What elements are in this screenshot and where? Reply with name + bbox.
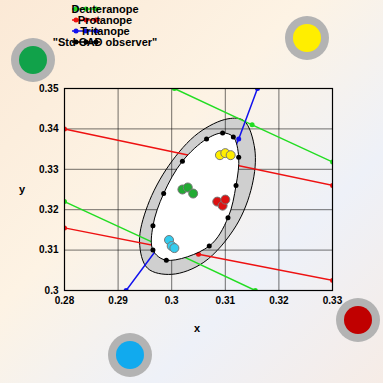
svg-text:0.33: 0.33 xyxy=(39,164,59,175)
svg-text:Deuteranope: Deuteranope xyxy=(71,3,139,15)
svg-text:0.31: 0.31 xyxy=(216,295,236,306)
svg-text:0.32: 0.32 xyxy=(39,204,59,215)
svg-text:0.3: 0.3 xyxy=(165,295,179,306)
svg-text:0.32: 0.32 xyxy=(269,295,289,306)
svg-text:Protanope: Protanope xyxy=(77,14,133,26)
svg-text:0.33: 0.33 xyxy=(323,295,343,306)
svg-text:0.29: 0.29 xyxy=(108,295,128,306)
svg-text:0.31: 0.31 xyxy=(39,244,59,255)
svg-text:x: x xyxy=(194,322,201,334)
svg-text:Tritanope: Tritanope xyxy=(80,25,130,37)
svg-text:0.3: 0.3 xyxy=(44,284,59,296)
svg-text:0.28: 0.28 xyxy=(55,295,75,306)
svg-text:0.35: 0.35 xyxy=(39,83,59,94)
svg-text:"Std CAD observer": "Std CAD observer" xyxy=(53,36,158,48)
svg-text:y: y xyxy=(19,183,26,195)
svg-text:0.34: 0.34 xyxy=(39,123,59,134)
